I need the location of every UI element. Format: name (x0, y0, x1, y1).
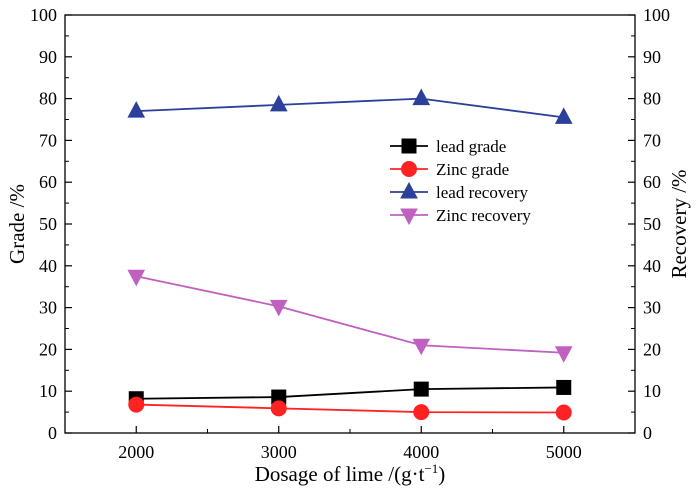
y2-tick-label: 100 (643, 5, 670, 25)
y-tick-label: 100 (30, 5, 57, 25)
x-tick-label: 4000 (403, 442, 439, 462)
series-2 (127, 88, 573, 124)
x-axis-title-tail: ) (438, 462, 445, 486)
data-point (554, 346, 573, 363)
series-layer (127, 88, 573, 421)
y-tick-label: 10 (39, 381, 57, 401)
legend-marker (401, 138, 417, 154)
y-tick-label: 80 (39, 89, 57, 109)
data-point (269, 94, 288, 112)
legend-entry: Zinc grade (390, 160, 509, 179)
y-tick-label: 90 (39, 47, 57, 67)
x-axis-title-main: Dosage of lime /(g·t (255, 462, 425, 486)
series-line (136, 275, 564, 354)
series-0 (128, 379, 572, 407)
y2-tick-label: 0 (643, 423, 652, 443)
legend-label: lead recovery (436, 183, 529, 202)
right-y-ticks: 0 10 20 30 40 50 60 70 80 90 100 (628, 5, 670, 443)
data-point (556, 379, 572, 395)
y2-tick-label: 90 (643, 47, 661, 67)
y2-tick-label: 30 (643, 298, 661, 318)
series-line (136, 97, 564, 119)
y2-tick-label: 10 (643, 381, 661, 401)
data-point (554, 107, 573, 124)
x-tick-label: 3000 (261, 442, 297, 462)
series-1 (128, 396, 572, 421)
y-tick-label: 30 (39, 298, 57, 318)
y-axis-title: Grade /% (5, 184, 29, 264)
data-point (269, 299, 288, 317)
x-tick-label: 5000 (546, 442, 582, 462)
legend-marker (401, 161, 417, 177)
data-point (413, 404, 430, 421)
legend-entry: lead recovery (390, 181, 529, 202)
y2-tick-label: 40 (643, 256, 661, 276)
y-tick-label: 40 (39, 256, 57, 276)
data-point (270, 400, 287, 417)
data-point (127, 269, 146, 287)
data-point (412, 88, 431, 106)
y2-tick-label: 70 (643, 130, 661, 150)
x-axis-title: Dosage of lime /(g·t−1) (255, 461, 446, 486)
y-tick-label: 20 (39, 339, 57, 359)
x-axis-title-sup: −1 (424, 461, 438, 476)
y2-tick-label: 20 (643, 339, 661, 359)
data-point (128, 396, 145, 413)
legend-label: lead grade (436, 137, 506, 156)
data-point (413, 381, 429, 397)
plot-frame (64, 14, 636, 434)
left-y-ticks: 0 10 20 30 40 50 60 70 80 90 100 (30, 5, 72, 443)
y2-tick-label: 60 (643, 172, 661, 192)
series-3 (127, 269, 573, 363)
legend-label: Zinc grade (436, 160, 509, 179)
y-tick-label: 0 (48, 423, 57, 443)
data-point (127, 101, 146, 118)
x-tick-label: 2000 (118, 442, 154, 462)
legend-marker (400, 208, 418, 226)
y-tick-label: 70 (39, 130, 57, 150)
data-point (555, 404, 572, 421)
y2-tick-label: 50 (643, 214, 661, 234)
data-point (412, 338, 431, 356)
series-line (136, 403, 564, 414)
legend-marker (400, 181, 418, 199)
y-tick-label: 50 (39, 214, 57, 234)
y-tick-label: 60 (39, 172, 57, 192)
x-ticks: 2000 3000 4000 5000 (64, 426, 636, 462)
legend-entry: Zinc recovery (390, 206, 531, 226)
legend-label: Zinc recovery (436, 206, 531, 225)
series-line (136, 386, 564, 400)
y2-tick-label: 80 (643, 89, 661, 109)
legend-entry: lead grade (390, 137, 506, 156)
y2-axis-title: Recovery /% (667, 169, 691, 278)
legend: lead grade Zinc grade lead recovery Zinc re… (390, 137, 531, 226)
